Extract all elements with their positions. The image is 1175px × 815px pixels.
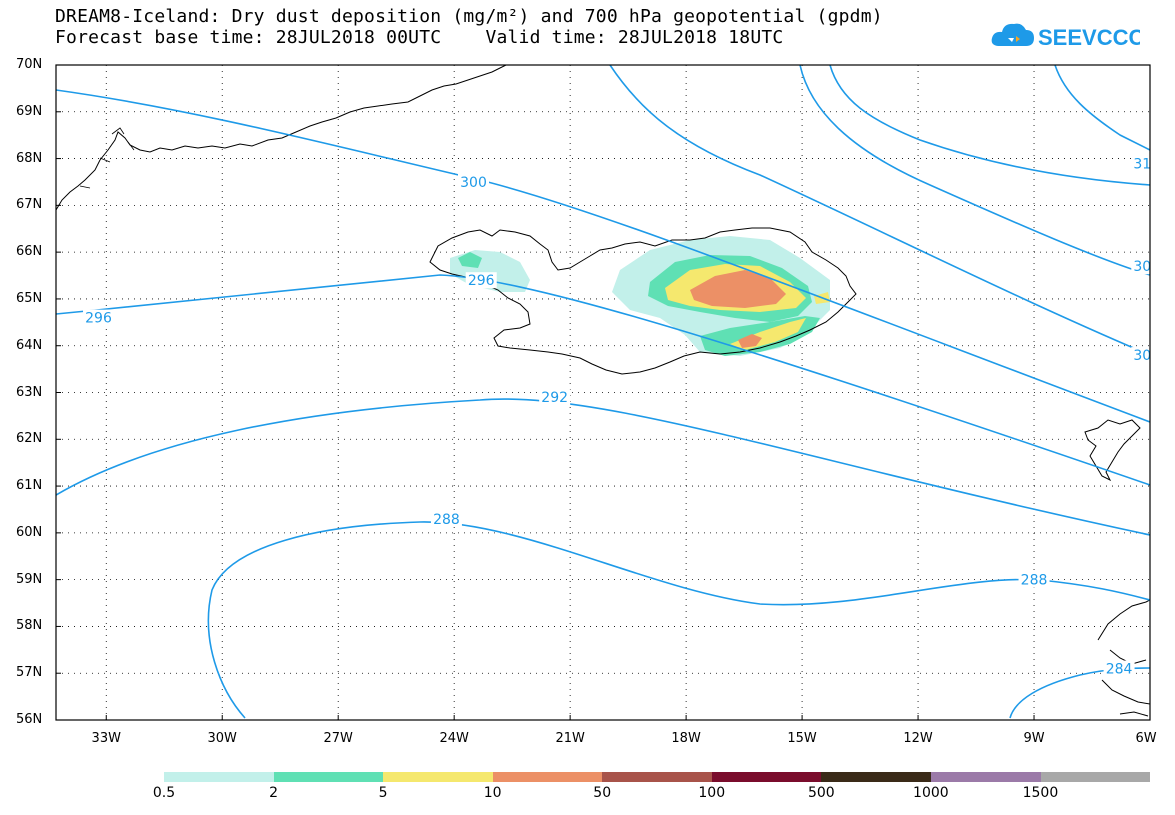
greenland-fjords <box>79 127 135 189</box>
contour-label: 30 <box>1133 259 1151 275</box>
contour-label-bg <box>539 389 571 406</box>
lat-label: 56N <box>16 712 43 727</box>
cloud-icon <box>991 23 1034 46</box>
legend-swatch <box>492 772 603 782</box>
legend-swatch <box>930 772 1041 782</box>
lat-label: 61N <box>16 478 43 494</box>
lat-label: 60N <box>16 524 43 540</box>
contour-label-bg <box>457 173 489 190</box>
contour-label-bg <box>1018 571 1050 588</box>
faroe-coastline <box>1084 419 1141 482</box>
lon-label: 24W <box>439 731 469 746</box>
contour-label: 296 <box>468 273 495 289</box>
lat-label: 65N <box>16 290 43 306</box>
lon-label: 12W <box>903 731 933 746</box>
lat-label: 64N <box>16 337 43 353</box>
iceland-coastline <box>429 227 857 375</box>
map-title: DREAM8-Iceland: Dry dust deposition (mg/… <box>55 6 883 27</box>
legend-swatch <box>1040 772 1151 782</box>
lat-label: 57N <box>16 665 43 681</box>
contour-label: 284 <box>1106 662 1133 678</box>
axis-ticks <box>56 64 1151 721</box>
legend-swatch <box>821 772 931 782</box>
map-subtitle: Forecast base time: 28JUL2018 00UTC Vali… <box>55 27 784 48</box>
lon-label: 27W <box>323 731 353 746</box>
lat-label: 59N <box>16 571 43 587</box>
contour-label: 300 <box>460 175 487 191</box>
lon-label: 6W <box>1135 731 1157 746</box>
legend-swatch <box>711 772 822 782</box>
legend-label: 0.5 <box>152 785 176 801</box>
contour-label: 288 <box>1021 573 1048 589</box>
graticule <box>56 65 1150 720</box>
legend-label: 100 <box>698 785 726 801</box>
lon-label: 21W <box>555 731 585 746</box>
lon-label: 15W <box>787 731 817 746</box>
contour-label: 288 <box>433 512 460 528</box>
legend-label: 50 <box>593 785 612 801</box>
contour-label: 292 <box>541 390 568 406</box>
contour-label-bg <box>1131 347 1150 364</box>
contour-label-bg <box>83 309 115 326</box>
legend-label: 1000 <box>913 785 949 801</box>
lon-label: 33W <box>91 731 121 746</box>
contour-label-bg <box>465 272 497 289</box>
dust-deposition-field <box>450 236 830 356</box>
logo-text: SEEVCCC <box>1038 25 1140 50</box>
lon-label: 18W <box>671 731 701 746</box>
lat-label: 66N <box>16 244 43 260</box>
contour-label-bg <box>1131 155 1150 172</box>
lat-label: 63N <box>16 384 43 400</box>
contour-label-bg <box>1103 660 1135 677</box>
lon-label: 9W <box>1023 731 1045 746</box>
contour-labels: 300 296 296 292 288 288 284 31 30 30 <box>83 155 1151 678</box>
contour-label: 31 <box>1133 156 1151 172</box>
geopotential-contours <box>56 65 1150 719</box>
legend-swatch <box>602 772 712 782</box>
legend-swatch <box>164 772 274 782</box>
lat-label: 68N <box>16 150 43 166</box>
legend-swatch <box>383 772 493 782</box>
contour-label: 296 <box>85 311 112 327</box>
lat-label: 70N <box>16 57 43 72</box>
contour-label: 30 <box>1133 348 1151 364</box>
scotland-coastline <box>1097 599 1150 717</box>
seevccc-logo: SEEVCCC <box>991 23 1140 50</box>
legend-swatch <box>273 772 384 782</box>
contour-label-bg <box>430 510 462 527</box>
greenland-coastline <box>56 65 507 211</box>
lon-label: 30W <box>207 731 237 746</box>
legend-label: 10 <box>483 785 502 801</box>
legend-label: 500 <box>807 785 835 801</box>
contour-label-bg <box>1131 258 1150 275</box>
lat-label: 67N <box>16 197 43 213</box>
lat-label: 58N <box>16 618 43 634</box>
legend-label: 5 <box>378 785 388 801</box>
legend-label: 1500 <box>1022 785 1059 801</box>
legend-label: 2 <box>269 785 279 801</box>
lat-label: 62N <box>16 431 43 447</box>
lat-label: 69N <box>16 103 43 119</box>
color-legend <box>164 772 1151 782</box>
